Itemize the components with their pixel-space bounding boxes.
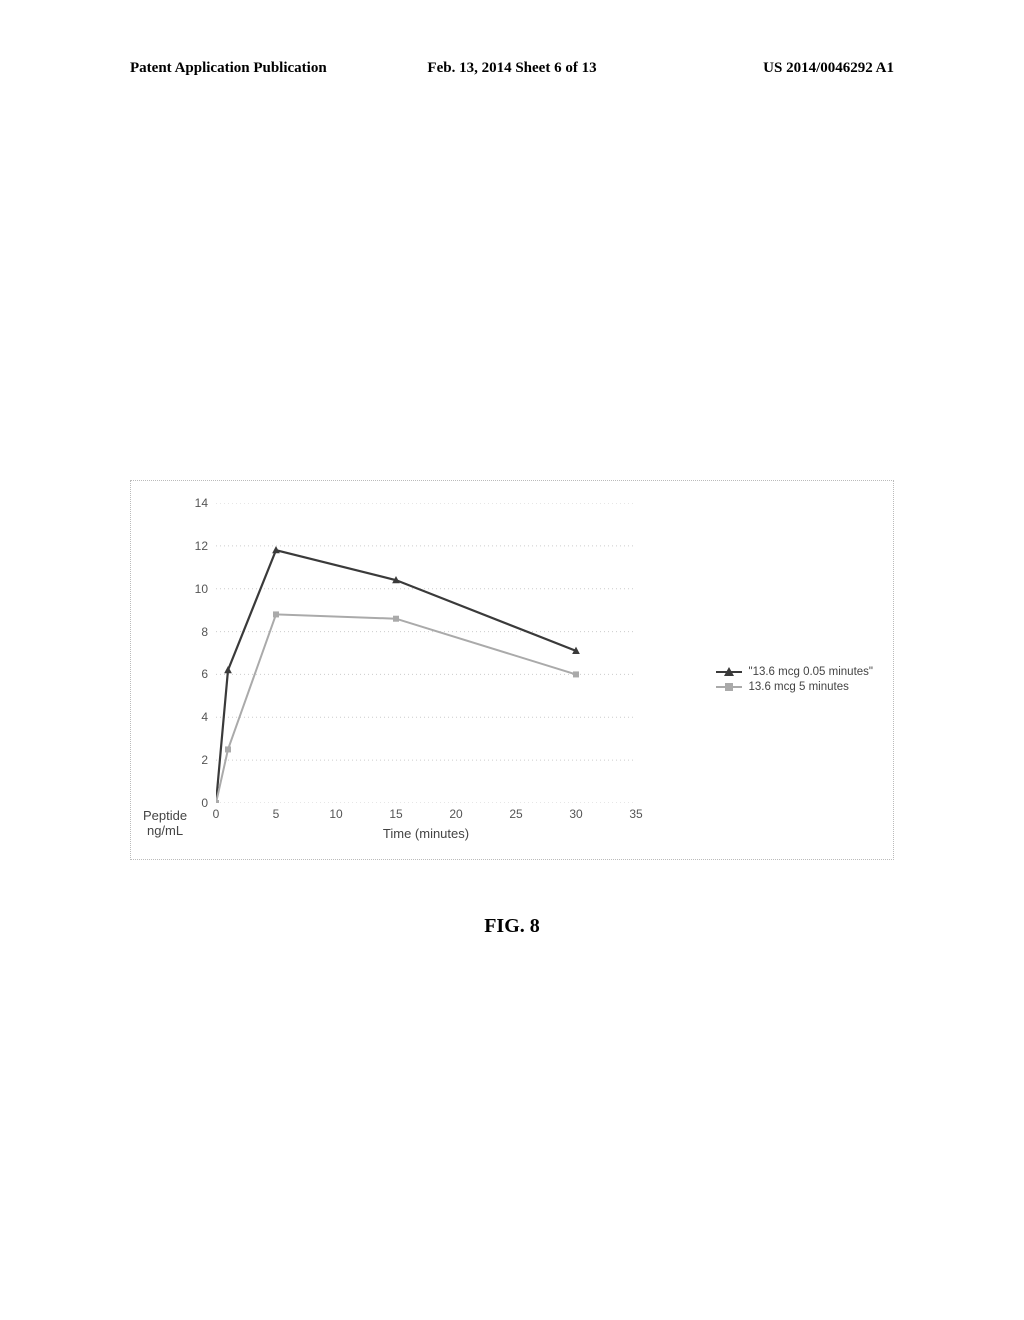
x-axis-label: Time (minutes) [376,826,476,841]
ylabel-line1: Peptide [143,808,187,823]
page-header: Patent Application Publication Feb. 13, … [130,60,894,77]
legend-label: 13.6 mcg 5 minutes [748,681,848,693]
ytick-label: 4 [178,710,208,724]
ytick-label: 12 [178,539,208,553]
ytick-label: 14 [178,496,208,510]
ytick-label: 10 [178,582,208,596]
header-left: Patent Application Publication [130,60,327,77]
xtick-label: 0 [213,807,220,821]
legend-label: "13.6 mcg 0.05 minutes" [748,666,873,678]
xtick-label: 30 [569,807,582,821]
ylabel-line2: ng/mL [147,823,183,838]
ytick-label: 2 [178,753,208,767]
plot-area: 0246810121405101520253035 [216,503,636,803]
xtick-label: 5 [273,807,280,821]
patent-page: Patent Application Publication Feb. 13, … [0,0,1024,1320]
chart-frame: 0246810121405101520253035 Peptide ng/mL … [130,480,894,860]
xtick-label: 10 [329,807,342,821]
xtick-label: 20 [449,807,462,821]
ytick-label: 6 [178,667,208,681]
ytick-label: 8 [178,625,208,639]
xtick-label: 35 [629,807,642,821]
chart-svg [216,503,636,803]
legend-swatch [716,686,742,688]
legend-item: 13.6 mcg 5 minutes [716,681,873,693]
header-center: Feb. 13, 2014 Sheet 6 of 13 [427,60,596,77]
y-axis-label: Peptide ng/mL [143,808,187,839]
legend-swatch [716,671,742,673]
chart-legend: "13.6 mcg 0.05 minutes" 13.6 mcg 5 minute… [716,663,873,696]
header-right: US 2014/0046292 A1 [763,60,894,77]
xtick-label: 15 [389,807,402,821]
xtick-label: 25 [509,807,522,821]
figure-caption: FIG. 8 [0,915,1024,938]
legend-item: "13.6 mcg 0.05 minutes" [716,666,873,678]
